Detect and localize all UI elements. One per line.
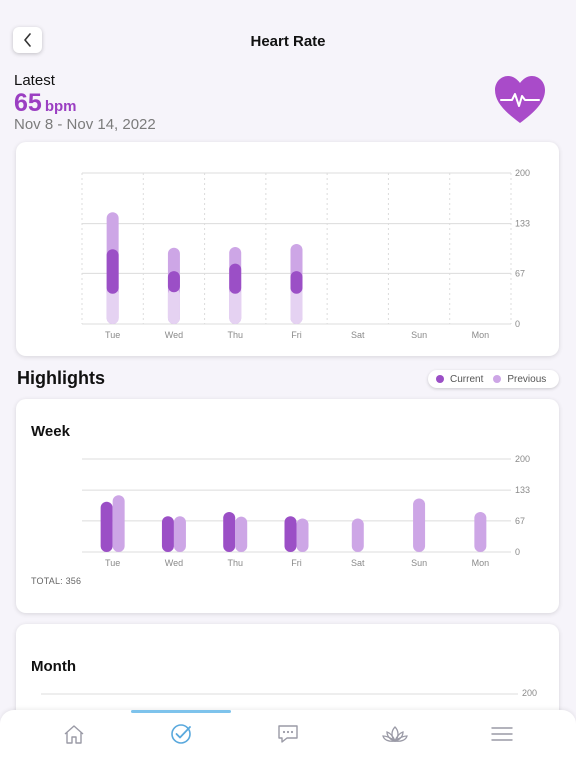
- back-button[interactable]: [13, 27, 42, 53]
- latest-label: Latest: [14, 72, 55, 89]
- highlights-title: Highlights: [17, 368, 105, 388]
- previous-week-bar: [112, 495, 125, 552]
- tab-messages[interactable]: [273, 721, 303, 747]
- y-tick-0: 0: [515, 319, 520, 329]
- y-tick-200: 200: [515, 168, 530, 178]
- nav-bar: Heart Rate: [0, 0, 576, 64]
- current-range-bar: [167, 271, 180, 293]
- previous-week-bar: [235, 516, 248, 552]
- week-card: 0 67 133 200 Tue Wed Thu Fri Sat Sun Mon Week TOTA…: [16, 399, 559, 613]
- current-week-bar: [161, 516, 174, 552]
- month-title: Month: [31, 658, 76, 675]
- legend-previous-label: Previous: [507, 373, 547, 385]
- y-tick-0: 0: [515, 547, 520, 557]
- date-range: Nov 8 - Nov 14, 2022: [14, 116, 156, 133]
- x-tick-mon: Mon: [472, 558, 490, 568]
- x-tick-tue: Tue: [105, 330, 120, 340]
- x-tick-wed: Wed: [165, 558, 183, 568]
- previous-week-bar: [173, 516, 186, 552]
- x-tick-sat: Sat: [351, 330, 365, 340]
- low-range-bar: [290, 284, 303, 324]
- tab-bar: [0, 710, 576, 768]
- daily-range-chart-card: 0 67 133 200 Tue Wed Thu Fri Sat Sun Mon: [16, 142, 559, 356]
- y-tick-200: 200: [522, 688, 537, 698]
- chevron-left-icon: [23, 33, 31, 47]
- previous-week-bar: [296, 518, 309, 552]
- current-range-bar: [106, 249, 119, 294]
- y-tick-133: 133: [515, 219, 530, 229]
- y-tick-200: 200: [515, 454, 530, 464]
- low-range-bar: [229, 288, 242, 324]
- latest-bpm-number: 65: [14, 89, 42, 117]
- active-tab-indicator: [131, 710, 231, 713]
- month-chart: 200: [41, 688, 537, 698]
- previous-week-bar: [351, 518, 364, 552]
- x-tick-tue: Tue: [105, 558, 120, 568]
- y-tick-67: 67: [515, 268, 525, 278]
- daily-range-chart: 0 67 133 200 Tue Wed Thu Fri Sat Sun Mon: [81, 168, 530, 340]
- x-tick-thu: Thu: [227, 330, 243, 340]
- low-range-bar: [106, 288, 119, 324]
- previous-week-bar: [474, 512, 487, 552]
- latest-bpm-unit: bpm: [44, 98, 77, 115]
- week-total: TOTAL: 356: [31, 576, 82, 586]
- latest-value: 65 bpm: [14, 89, 76, 118]
- menu-icon: [491, 727, 513, 741]
- x-tick-mon: Mon: [472, 330, 490, 340]
- tab-mindfulness[interactable]: [380, 721, 410, 747]
- tab-home[interactable]: [59, 721, 89, 747]
- legend-current-label: Current: [450, 373, 484, 385]
- heart-pulse-icon: [495, 76, 545, 123]
- home-icon: [64, 725, 84, 744]
- x-tick-sun: Sun: [411, 330, 427, 340]
- current-week-bar: [284, 516, 297, 552]
- y-tick-133: 133: [515, 485, 530, 495]
- week-chart: 0 67 133 200 Tue Wed Thu Fri Sat Sun Mon: [82, 454, 530, 568]
- current-week-bar: [223, 512, 236, 552]
- low-range-bar: [167, 288, 180, 324]
- week-title: Week: [31, 423, 70, 440]
- current-range-bar: [229, 263, 242, 294]
- check-circle-icon: [171, 724, 191, 744]
- legend-current-swatch: [436, 375, 444, 383]
- current-range-bar: [290, 271, 303, 294]
- x-tick-wed: Wed: [165, 330, 183, 340]
- lotus-icon: [382, 726, 408, 742]
- legend-previous-swatch: [493, 375, 502, 383]
- y-tick-67: 67: [515, 516, 525, 526]
- x-tick-sat: Sat: [351, 558, 365, 568]
- tab-menu[interactable]: [487, 721, 517, 747]
- x-tick-fri: Fri: [291, 330, 302, 340]
- x-tick-sun: Sun: [411, 558, 427, 568]
- x-tick-thu: Thu: [227, 558, 243, 568]
- chart-legend: Current Previous: [428, 370, 559, 388]
- previous-week-bar: [413, 498, 426, 552]
- page-title: Heart Rate: [250, 33, 326, 50]
- legend-previous: Previous: [493, 374, 546, 385]
- chat-icon: [278, 725, 298, 743]
- legend-current: Current: [436, 374, 483, 385]
- x-tick-fri: Fri: [291, 558, 302, 568]
- current-week-bar: [100, 501, 113, 552]
- tab-checkin[interactable]: [166, 721, 196, 747]
